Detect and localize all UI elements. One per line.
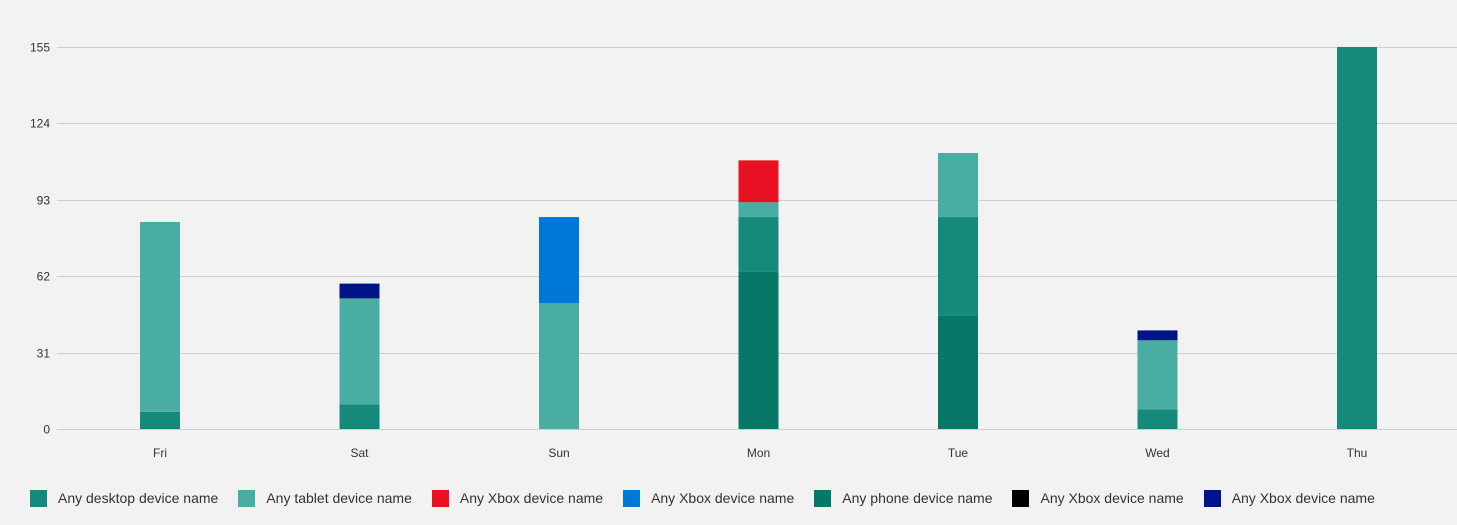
- legend-item[interactable]: Any desktop device name: [30, 489, 219, 507]
- legend-item[interactable]: Any Xbox device name: [1012, 489, 1184, 507]
- bar-segment[interactable]: [339, 283, 380, 299]
- legend-item[interactable]: Any Xbox device name: [623, 489, 795, 507]
- bar-segment[interactable]: [938, 217, 978, 316]
- bar-segment[interactable]: [1137, 340, 1178, 410]
- bar-segment[interactable]: [339, 298, 380, 405]
- chart-legend: Any desktop device name Any tablet device…: [30, 487, 1395, 509]
- bar-segment[interactable]: [938, 315, 978, 429]
- bar-segment[interactable]: [539, 303, 579, 429]
- legend-swatch: [1012, 489, 1030, 507]
- bar-segment[interactable]: [738, 217, 779, 272]
- x-tick-label: Tue: [948, 446, 969, 460]
- legend-item[interactable]: Any Xbox device name: [1203, 489, 1375, 507]
- bar-segment[interactable]: [140, 221, 180, 412]
- bar-segment[interactable]: [738, 271, 779, 429]
- legend-swatch: [30, 489, 47, 507]
- bar-segment[interactable]: [339, 404, 380, 429]
- bar-segment[interactable]: [738, 160, 779, 203]
- x-tick-label: Mon: [747, 446, 770, 460]
- legend-label: Any Xbox device name: [459, 490, 604, 506]
- legend-swatch: [238, 489, 256, 507]
- bar-segment[interactable]: [738, 202, 779, 218]
- legend-swatch: [623, 489, 641, 507]
- x-tick-label: Wed: [1145, 446, 1169, 460]
- bar-segment[interactable]: [539, 217, 579, 304]
- bars: [140, 47, 1377, 429]
- axis-labels: 0 31 62 93 124 155 Fri Sat Sun Mon Tue Wed Thu: [30, 41, 1367, 461]
- x-tick-label: Sat: [350, 446, 369, 460]
- y-tick-label: 62: [37, 270, 51, 284]
- legend-label: Any Xbox device name: [651, 490, 795, 506]
- x-tick-label: Fri: [153, 446, 167, 460]
- legend-label: Any phone device name: [842, 490, 993, 506]
- bar-segment[interactable]: [1137, 409, 1178, 429]
- bar-segment[interactable]: [1137, 330, 1178, 341]
- y-tick-label: 31: [37, 347, 51, 361]
- stacked-bar-chart: 0 31 62 93 124 155 Fri Sat Sun Mon Tue Wed Thu: [30, 41, 1457, 461]
- legend-label: Any Xbox device name: [1040, 490, 1184, 506]
- legend-swatch: [1203, 489, 1221, 507]
- legend-swatch: [814, 489, 832, 507]
- legend-swatch: [431, 489, 449, 507]
- legend-label: Any Xbox device name: [1231, 490, 1375, 506]
- legend-label: Any tablet device name: [266, 490, 412, 506]
- x-tick-label: Sun: [548, 446, 569, 460]
- y-tick-label: 155: [30, 41, 50, 55]
- y-tick-label: 93: [37, 194, 51, 208]
- legend-item[interactable]: Any tablet device name: [238, 489, 412, 507]
- y-tick-label: 124: [30, 117, 50, 131]
- bar-segment[interactable]: [140, 411, 180, 429]
- legend-item[interactable]: Any phone device name: [814, 489, 993, 507]
- legend-item[interactable]: Any Xbox device name: [431, 489, 604, 507]
- x-tick-label: Thu: [1347, 446, 1368, 460]
- chart-plot-area: 0 31 62 93 124 155 Fri Sat Sun Mon Tue Wed Thu: [30, 41, 1457, 461]
- bar-segment[interactable]: [938, 152, 978, 218]
- bar-segment[interactable]: [1337, 47, 1377, 429]
- y-tick-label: 0: [43, 423, 50, 437]
- legend-label: Any desktop device name: [58, 490, 219, 506]
